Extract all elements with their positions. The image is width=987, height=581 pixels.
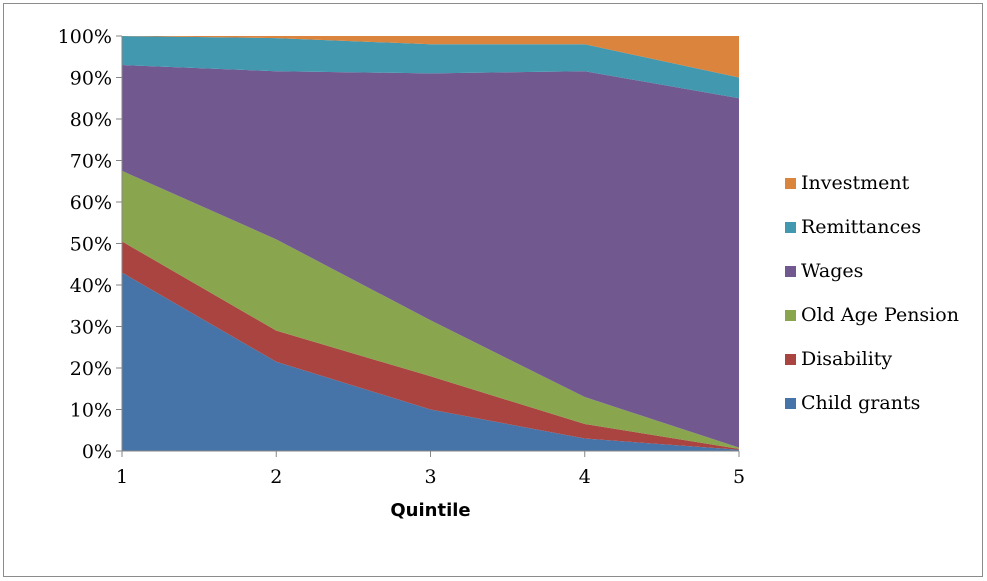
y-tick-label: 50%: [70, 234, 112, 256]
legend-swatch: [785, 222, 796, 233]
area-layers: [122, 36, 739, 451]
area-remittances: [122, 36, 739, 99]
y-tick-label: 20%: [70, 358, 112, 380]
y-tick-label: 100%: [58, 26, 112, 48]
axes: [116, 35, 740, 457]
area-old-age-pension: [122, 170, 739, 449]
x-tick-label: 4: [579, 466, 591, 488]
legend-swatch: [785, 310, 796, 321]
x-tick-label: 2: [270, 466, 282, 488]
legend-label: Investment: [801, 172, 910, 194]
x-tick-labels: 1 2 3 4 5: [116, 466, 745, 488]
legend-item-disability: Disability: [785, 348, 892, 370]
legend-swatch: [785, 266, 796, 277]
legend-swatch: [785, 178, 796, 189]
legend-swatch: [785, 354, 796, 365]
legend-label: Child grants: [801, 392, 920, 414]
y-tick-label: 70%: [70, 151, 112, 173]
legend-item-investment: Investment: [785, 172, 910, 194]
legend-swatch: [785, 398, 796, 409]
legend-item-wages: Wages: [785, 260, 863, 282]
y-tick-label: 60%: [70, 192, 112, 214]
legend-label: Wages: [801, 260, 863, 282]
y-tick-label: 40%: [70, 275, 112, 297]
x-tick-label: 3: [424, 466, 436, 488]
x-tick-label: 1: [116, 466, 128, 488]
legend: Investment Remittances Wages Old Age Pensio…: [785, 172, 959, 414]
y-tick-labels: 0% 10% 20% 30% 40% 50% 60% 70% 80% 90% 100%: [58, 26, 112, 463]
legend-item-child-grants: Child grants: [785, 392, 920, 414]
y-tick-label: 0%: [82, 441, 112, 463]
area-disability: [122, 241, 739, 450]
y-tick-label: 30%: [70, 317, 112, 339]
x-tick-label: 5: [733, 466, 745, 488]
legend-label: Disability: [801, 348, 892, 370]
legend-label: Remittances: [801, 216, 921, 238]
area-investment: [122, 36, 739, 78]
y-tick-label: 80%: [70, 109, 112, 131]
area-wages: [122, 65, 739, 448]
area-child-grants: [122, 272, 739, 451]
y-tick-label: 10%: [70, 400, 112, 422]
legend-label: Old Age Pension: [801, 304, 959, 326]
x-axis-title: Quintile: [390, 500, 470, 521]
y-tick-label: 90%: [70, 68, 112, 90]
legend-item-old-age-pension: Old Age Pension: [785, 304, 959, 326]
legend-item-remittances: Remittances: [785, 216, 921, 238]
